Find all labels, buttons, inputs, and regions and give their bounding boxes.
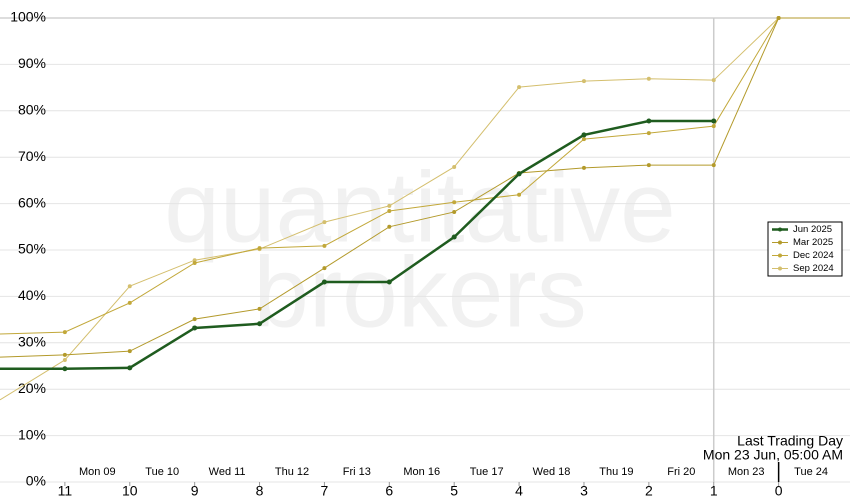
point: [387, 209, 392, 214]
legend-label: Mar 2025: [793, 237, 833, 248]
annotation-text: Mon 23 Jun, 05:00 AM: [703, 447, 843, 463]
point: [192, 317, 197, 322]
point: [387, 224, 392, 229]
point: [127, 349, 132, 354]
point: [322, 220, 327, 225]
day-label: Thu 19: [599, 466, 633, 478]
day-label: Mon 09: [79, 466, 116, 478]
y-tick-label: 90%: [18, 55, 46, 71]
legend-label: Sep 2024: [793, 263, 834, 274]
point: [62, 357, 67, 362]
point: [322, 266, 327, 271]
legend-swatch-dot: [778, 253, 782, 258]
point: [257, 246, 262, 251]
legend-label: Jun 2025: [793, 224, 832, 235]
point: [127, 365, 133, 371]
legend-swatch-dot: [778, 266, 782, 271]
series-line: [0, 17, 850, 335]
day-label: Fri 13: [343, 466, 371, 478]
point: [711, 78, 716, 83]
y-tick-label: 50%: [18, 241, 46, 257]
x-tick-label: 3: [580, 483, 588, 499]
point: [257, 321, 263, 327]
point: [646, 118, 652, 124]
point: [711, 118, 717, 124]
series-line: [0, 17, 850, 401]
x-tick-label: 11: [58, 483, 73, 499]
point: [127, 284, 132, 289]
point: [127, 300, 132, 305]
point: [581, 165, 586, 170]
x-tick-label: 4: [515, 483, 523, 499]
legend-swatch-dot: [778, 240, 782, 245]
y-tick-label: 80%: [18, 102, 46, 118]
y-tick-label: 70%: [18, 148, 46, 164]
day-label: Tue 24: [794, 466, 828, 478]
point: [646, 131, 651, 136]
point: [321, 279, 327, 285]
day-label: Wed 18: [533, 466, 571, 478]
point: [646, 76, 651, 81]
point: [581, 137, 586, 142]
point: [322, 243, 327, 248]
point: [452, 200, 457, 205]
point: [451, 234, 457, 240]
day-label: Mon 16: [403, 466, 440, 478]
point: [581, 79, 586, 84]
day-label: Fri 20: [667, 466, 695, 478]
point: [192, 325, 198, 331]
series-line: [0, 17, 850, 358]
y-tick-label: 20%: [18, 380, 46, 396]
point: [517, 192, 522, 197]
point: [517, 85, 522, 90]
point: [62, 352, 67, 357]
day-label: Wed 11: [209, 466, 246, 478]
x-tick-label: 0: [775, 483, 783, 499]
x-tick-label: 9: [191, 483, 199, 499]
point: [711, 124, 716, 129]
point: [257, 306, 262, 311]
y-tick-label: 60%: [18, 194, 46, 210]
x-tick-label: 8: [256, 483, 264, 499]
point: [192, 260, 197, 265]
point: [452, 209, 457, 214]
point: [62, 366, 68, 372]
y-tick-label: 100%: [10, 9, 46, 25]
legend-label: Dec 2024: [793, 250, 834, 261]
day-label: Thu 12: [275, 466, 309, 478]
point: [386, 279, 392, 285]
legend-swatch-dot: [778, 227, 782, 232]
point: [776, 16, 781, 20]
point: [387, 203, 392, 208]
x-tick-label: 10: [122, 483, 138, 499]
watermark: brokers: [253, 236, 586, 348]
y-tick-label: 40%: [18, 287, 46, 303]
annotation-text: Last Trading Day: [737, 433, 843, 449]
day-label: Tue 10: [145, 466, 179, 478]
x-tick-label: 5: [450, 483, 458, 499]
point: [516, 171, 522, 177]
day-label: Tue 17: [470, 466, 504, 478]
watermark: quantitative: [164, 151, 675, 263]
x-tick-label: 1: [710, 483, 718, 499]
point: [192, 258, 197, 263]
y-tick-label: 0%: [26, 473, 46, 489]
series-line: [0, 119, 714, 371]
point: [62, 330, 67, 335]
x-tick-label: 7: [321, 483, 329, 499]
point: [452, 164, 457, 169]
point: [581, 132, 587, 138]
x-tick-label: 2: [645, 483, 653, 499]
y-tick-label: 30%: [18, 334, 46, 350]
day-label: Mon 23: [728, 466, 765, 478]
x-tick-label: 6: [385, 483, 393, 499]
y-tick-label: 10%: [18, 426, 46, 442]
point: [711, 163, 716, 168]
point: [646, 163, 651, 168]
